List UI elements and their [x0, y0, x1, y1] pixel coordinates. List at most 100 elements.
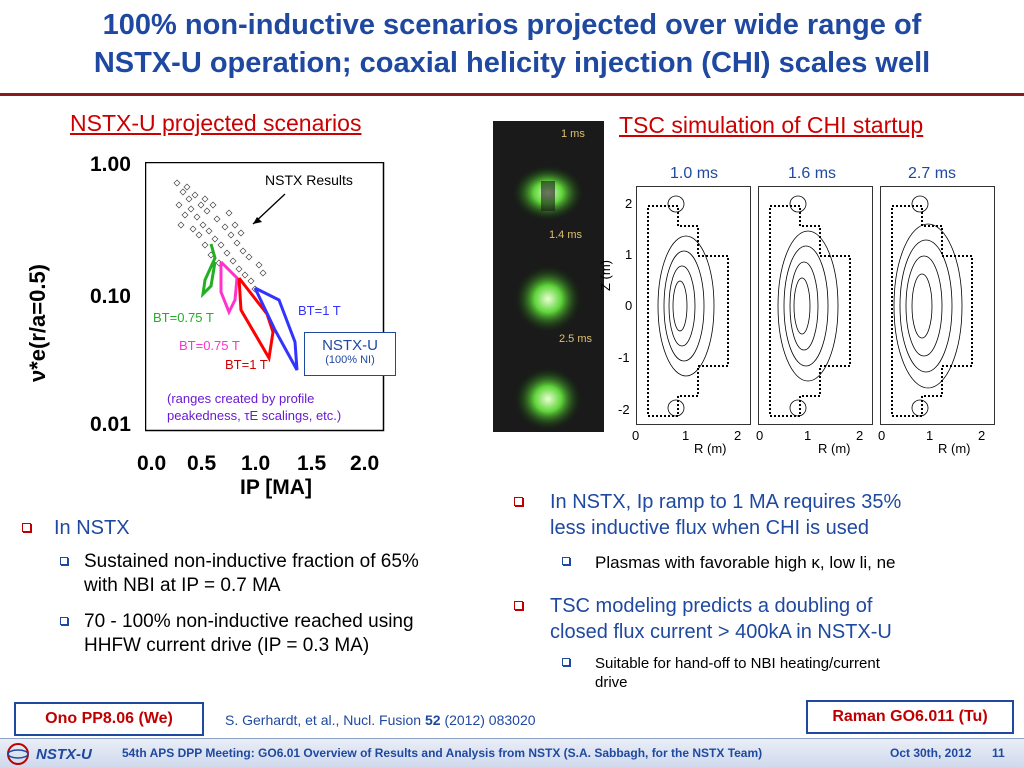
bullet-ip-ramp-line-2: less inductive flux when CHI is used	[550, 517, 870, 539]
z-tick-1: 1	[625, 247, 633, 262]
bullet-sustained-line-2: with NBI at IP = 0.7 MA	[84, 575, 281, 596]
bullet-tsc-modeling: TSC modeling predicts a doubling of clos…	[514, 594, 1014, 646]
r-tick-1-b: 1	[804, 428, 812, 443]
flux-contour-frames	[636, 186, 995, 425]
bullet-tsc-line-2: closed flux current > 400kA in NSTX-U	[550, 621, 892, 643]
bullet-hhfw-line-1: 70 - 100% non-inductive reached using	[84, 611, 414, 632]
title-line-2: NSTX-U operation; coaxial helicity injec…	[93, 47, 931, 79]
bullet-in-nstx: In NSTX	[22, 516, 502, 546]
r-tick-0-b: 0	[756, 428, 764, 443]
square-bullet-icon	[60, 617, 68, 625]
pink-bt075-label: BT=0.75 T	[179, 338, 240, 353]
z-tick-neg1: -1	[618, 350, 630, 365]
citation-authors: S. Gerhardt, et al., Nucl. Fusion	[225, 712, 425, 728]
r-tick-1-a: 1	[682, 428, 690, 443]
y-tick-1: 1.00	[90, 153, 131, 176]
citation-year-pages: (2012) 083020	[440, 712, 536, 728]
x-tick-15: 1.5	[297, 452, 327, 475]
x-tick-05: 0.5	[187, 452, 217, 475]
z-tick-2: 2	[625, 196, 633, 211]
nstx-data-points	[173, 179, 267, 293]
green-bt075-range	[200, 243, 217, 299]
red-bt1-range	[237, 277, 275, 363]
nstxu-logo: NSTX-U	[4, 742, 114, 766]
bullet-sustained-ni: Sustained non-inductive fraction of 65% …	[60, 550, 500, 600]
bullet-favorable-plasmas: Plasmas with favorable high κ, low li, n…	[562, 551, 1012, 577]
bullet-handoff-line-2: drive	[595, 674, 628, 691]
z-axis-label: Z (m)	[598, 259, 614, 292]
bullet-ip-ramp-line-1: In NSTX, Ip ramp to 1 MA requires 35%	[550, 491, 902, 513]
r-tick-1-c: 1	[926, 428, 934, 443]
blue-bt1-range	[253, 286, 299, 371]
citation-volume: 52	[424, 712, 441, 728]
square-bullet-icon	[22, 523, 31, 532]
ono-ref-box: Ono PP8.06 (We)	[14, 702, 204, 736]
bullet-tsc-line-1: TSC modeling predicts a doubling of	[550, 595, 873, 617]
left-section-heading: NSTX-U projected scenarios	[70, 110, 362, 136]
camera-label-25ms: 2.5 ms	[559, 333, 593, 345]
raman-ref-box: Raman GO6.011 (Tu)	[806, 700, 1014, 734]
square-bullet-icon	[562, 658, 570, 666]
title-line-1: 100% non-inductive scenarios projected o…	[102, 9, 922, 41]
bullet-handoff: Suitable for hand-off to NBI heating/cur…	[562, 654, 1012, 696]
bullet-hhfw: 70 - 100% non-inductive reached using HH…	[60, 610, 500, 660]
y-tick-001: 0.01	[90, 413, 131, 436]
frame-time-2: 1.6 ms	[788, 165, 837, 182]
plasma-camera-frames	[512, 165, 584, 431]
x-tick-2: 2.0	[350, 452, 380, 475]
square-bullet-icon	[562, 557, 570, 565]
tsc-flux-panels: 1.0 ms 1.6 ms 2.7 ms Z (m) 2 1 0 -1 -2	[598, 160, 1010, 460]
footer-meeting-text: 54th APS DPP Meeting: GO6.01 Overview of…	[122, 746, 763, 760]
y-axis-label: ν*e(r/a=0.5)	[25, 263, 50, 383]
red-bt1-label: BT=1 T	[225, 357, 268, 372]
z-tick-0: 0	[625, 298, 633, 313]
bullet-sustained-line-1: Sustained non-inductive fraction of 65%	[84, 551, 419, 572]
nstx-results-label: NSTX Results	[265, 172, 353, 188]
z-tick-neg2: -2	[618, 402, 630, 417]
r-axis-label-c: R (m)	[938, 441, 971, 456]
nstxu-logo-icon	[7, 743, 29, 765]
bullet-hhfw-line-2: HHFW current drive (IP = 0.3 MA)	[84, 635, 370, 656]
slide-title: 100% non-inductive scenarios projected o…	[0, 0, 1024, 92]
chi-camera-images: 1 ms 1.4 ms 2.5 ms	[493, 121, 604, 432]
r-tick-2-a: 2	[734, 428, 742, 443]
frame-time-3: 2.7 ms	[908, 165, 957, 182]
r-axis-label-a: R (m)	[694, 441, 727, 456]
bullet-in-nstx-text: In NSTX	[54, 517, 130, 539]
title-divider	[0, 93, 1024, 96]
pink-bt075-range	[219, 260, 239, 316]
slide-footer: NSTX-U 54th APS DPP Meeting: GO6.01 Over…	[0, 738, 1024, 768]
blue-bt1-label: BT=1 T	[298, 303, 341, 318]
bullet-handoff-line-1: Suitable for hand-off to NBI heating/cur…	[595, 655, 880, 672]
x-axis-label: IP [MA]	[240, 476, 312, 499]
page-number: 11	[992, 746, 1005, 760]
footer-date: Oct 30th, 2012	[890, 746, 972, 760]
x-tick-1: 1.0	[241, 452, 271, 475]
ranges-note-line-2: peakedness, τE scalings, etc.)	[167, 408, 342, 423]
y-tick-010: 0.10	[90, 285, 131, 308]
nstxu-box-line-2: (100% NI)	[325, 354, 375, 366]
bullet-ip-ramp: In NSTX, Ip ramp to 1 MA requires 35% le…	[514, 490, 1014, 542]
r-tick-0-a: 0	[632, 428, 640, 443]
square-bullet-icon	[514, 601, 523, 610]
r-axis-label-b: R (m)	[818, 441, 851, 456]
nstxu-scenarios-chart: ν*e(r/a=0.5) 1.00 0.10 0.01 0.0 0.5 1.0 …	[20, 140, 400, 505]
square-bullet-icon	[514, 497, 523, 506]
gerhardt-citation: S. Gerhardt, et al., Nucl. Fusion 52 (20…	[225, 712, 536, 728]
right-section-heading: TSC simulation of CHI startup	[619, 112, 924, 138]
ranges-note-line-1: (ranges created by profile	[167, 391, 315, 406]
r-tick-0-c: 0	[878, 428, 886, 443]
frame-time-1: 1.0 ms	[670, 165, 719, 182]
camera-label-14ms: 1.4 ms	[549, 229, 583, 241]
camera-label-1ms: 1 ms	[561, 128, 585, 140]
nstxu-ni-box: NSTX-U (100% NI)	[304, 332, 396, 376]
chart-plot-area	[145, 162, 385, 432]
nstxu-box-line-1: NSTX-U	[322, 337, 378, 354]
square-bullet-icon	[60, 557, 68, 565]
green-bt075-label: BT=0.75 T	[153, 310, 214, 325]
x-tick-0: 0.0	[137, 452, 167, 475]
r-tick-2-b: 2	[856, 428, 864, 443]
bullet-favorable-text: Plasmas with favorable high κ, low li, n…	[595, 553, 896, 572]
nstxu-logo-text: NSTX-U	[36, 746, 92, 763]
r-tick-2-c: 2	[978, 428, 986, 443]
